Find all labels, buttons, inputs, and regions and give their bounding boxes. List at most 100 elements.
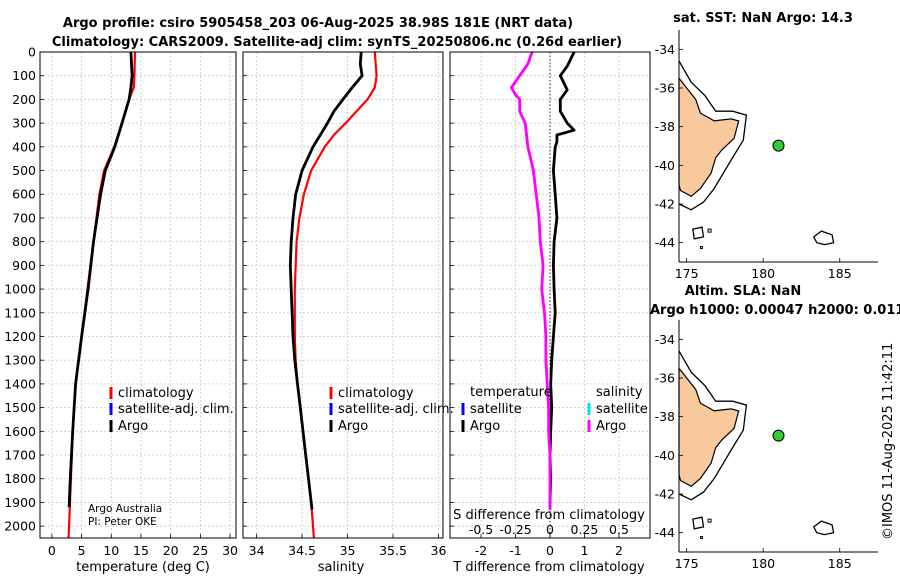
- map-y-tick-label: -38: [655, 409, 675, 424]
- x-tick-label-secondary: -0.25: [499, 522, 531, 537]
- contour-seamount: [692, 516, 705, 530]
- depth-tick-label: 1700: [4, 448, 36, 463]
- sla-map-title-line2: Argo h1000: 0.00047 h2000: 0.011: [650, 303, 900, 318]
- map-y-tick-label: -34: [655, 42, 675, 57]
- contour-line: [678, 350, 748, 501]
- x-tick-label: 15: [133, 543, 149, 558]
- sla-map: -34 -36 -38 -40 -42 -44 175 180 185: [655, 320, 878, 571]
- x-tick-label: 2: [615, 543, 623, 558]
- contour-chatham: [812, 520, 835, 536]
- x-tick-label: 36: [431, 543, 447, 558]
- depth-tick-label: 400: [12, 139, 36, 154]
- legend-label-temp-satellite: satellite: [470, 402, 522, 417]
- difference-xlabel-top: S difference from climatology: [453, 508, 645, 523]
- depth-tick-label: 300: [12, 116, 36, 131]
- depth-tick-label: 1100: [4, 305, 36, 320]
- series-argo: [67, 51, 134, 508]
- series-temperature-argo: [548, 51, 576, 510]
- map-x-tick-label: 180: [751, 556, 775, 571]
- x-tick-label-secondary: 0.5: [609, 522, 629, 537]
- series-argo: [288, 51, 364, 510]
- x-tick-label: 30: [222, 543, 238, 558]
- panel-frame: [449, 51, 651, 539]
- map-x-tick-label: 185: [828, 556, 852, 571]
- credit-line1: Argo Australia: [88, 503, 162, 515]
- temperature-panel: 0 5 10 15 20 25 30: [39, 51, 238, 558]
- depth-tick-label: 1500: [4, 400, 36, 415]
- legend-label-temp-argo: Argo: [470, 419, 500, 434]
- depth-tick-label: 200: [12, 92, 36, 107]
- x-tick-label: 1: [581, 543, 589, 558]
- x-tick-label-secondary: 0.25: [571, 522, 599, 537]
- depth-tick-label: 1200: [4, 329, 36, 344]
- legend-label-sal-argo: Argo: [596, 419, 626, 434]
- legend-label-satellite: satellite-adj. clim.: [338, 402, 454, 417]
- depth-tick-label: 500: [12, 163, 36, 178]
- legend-label-argo: Argo: [338, 419, 368, 434]
- argo-float-marker: [772, 429, 785, 442]
- x-tick-label: -1: [509, 543, 521, 558]
- map-y-tick-label: -44: [655, 235, 675, 250]
- legend-label-climatology: climatology: [118, 386, 194, 401]
- depth-tick-label: 2000: [4, 519, 36, 534]
- depth-tick-label: 600: [12, 187, 36, 202]
- imos-watermark: ©IMOS 11-Aug-2025 11:42:11: [881, 343, 896, 540]
- contour-line: [678, 60, 748, 211]
- difference-panel: -2 -1 0 1 2-0.5 -0.25 0 0.25 0.5: [449, 51, 651, 558]
- depth-tick-label: 1800: [4, 471, 36, 486]
- map-x-tick-label: 175: [675, 266, 699, 281]
- map-y-tick-label: -42: [655, 487, 675, 502]
- depth-tick-label: 700: [12, 210, 36, 225]
- legend-label-climatology: climatology: [338, 386, 414, 401]
- map-y-tick-label: -36: [655, 371, 675, 386]
- x-tick-label: -2: [475, 543, 487, 558]
- x-tick-label: 35.5: [379, 543, 407, 558]
- depth-tick-label: 100: [12, 68, 36, 83]
- map-x-tick-label: 180: [751, 266, 775, 281]
- map-y-tick-label: -40: [655, 448, 675, 463]
- contour-small: [707, 228, 712, 233]
- salinity-panel: 34 34.5 35 35.5 36: [242, 51, 447, 558]
- legend-title-temperature: temperature: [470, 385, 552, 400]
- argo-float-marker: [772, 139, 785, 152]
- legend-label-sal-satellite: satellite: [596, 402, 648, 417]
- x-tick-label: 34: [249, 543, 265, 558]
- contour-small: [699, 246, 703, 250]
- sst-map: -34 -36 -38 -40 -42 -44 175 180 185: [655, 30, 878, 281]
- map-x-tick-label: 185: [828, 266, 852, 281]
- legend-title-salinity: salinity: [596, 385, 643, 400]
- credit-line2: PI: Peter OKE: [88, 516, 157, 528]
- map-y-tick-label: -34: [655, 332, 675, 347]
- x-tick-label: 34.5: [288, 543, 316, 558]
- land-north-island: [678, 76, 740, 198]
- contour-seamount: [692, 226, 705, 240]
- salinity-legend: climatology satellite-adj. clim. Argo: [329, 386, 454, 434]
- x-tick-label-secondary: -0.5: [469, 522, 493, 537]
- series-climatology: [67, 51, 137, 539]
- x-tick-label: 0: [546, 543, 554, 558]
- series-salinity-argo: [509, 51, 552, 510]
- map-y-tick-label: -42: [655, 197, 675, 212]
- legend-label-argo: Argo: [118, 419, 148, 434]
- difference-legend: temperature salinity satellite Argo sate…: [461, 385, 648, 434]
- x-tick-label: 25: [192, 543, 208, 558]
- map-x-tick-label: 175: [675, 556, 699, 571]
- figure-title-line2: Climatology: CARS2009. Satellite-adj cli…: [52, 35, 622, 50]
- contour-small: [699, 536, 703, 540]
- sla-map-title-line1: Altim. SLA: NaN: [685, 284, 801, 299]
- salinity-xlabel: salinity: [318, 560, 365, 575]
- temperature-xlabel: temperature (deg C): [76, 560, 210, 575]
- depth-tick-label: 1300: [4, 353, 36, 368]
- map-y-tick-label: -40: [655, 158, 675, 173]
- difference-xlabel: T difference from climatology: [452, 560, 645, 575]
- map-y-tick-label: -36: [655, 81, 675, 96]
- depth-tick-label: 1600: [4, 424, 36, 439]
- depth-tick-label: 1900: [4, 495, 36, 510]
- land-north-island: [678, 366, 740, 488]
- figure-title-line1: Argo profile: csiro 5905458_203 06-Aug-2…: [63, 16, 573, 31]
- sst-map-title: sat. SST: NaN Argo: 14.3: [673, 11, 853, 26]
- x-tick-label: 5: [78, 543, 86, 558]
- depth-tick-label: 0: [28, 45, 36, 60]
- map-y-tick-label: -38: [655, 119, 675, 134]
